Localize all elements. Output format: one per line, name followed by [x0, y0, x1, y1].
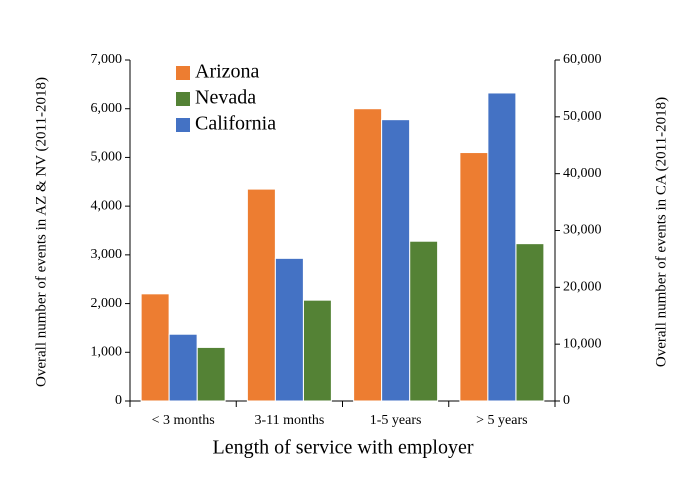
bar: [246, 188, 276, 402]
legend-swatch: [176, 92, 190, 106]
y-axis-title: Overall number of events in AZ & NV (201…: [33, 77, 49, 387]
x-tick-label: < 3 months: [152, 413, 215, 428]
x-axis-title: Length of service with employer: [212, 437, 473, 459]
y2-tick-label: 60,000: [563, 52, 602, 67]
bar: [168, 333, 198, 402]
legend-label: Arizona: [195, 61, 260, 83]
y2-tick-label: 30,000: [563, 223, 602, 238]
y-tick-label: 6,000: [91, 101, 123, 116]
legend-label: Nevada: [195, 87, 256, 109]
bar: [409, 240, 439, 402]
y-tick-label: 4,000: [91, 198, 123, 213]
y-tick-label: 0: [115, 393, 122, 408]
bar: [459, 152, 489, 402]
y-tick-label: 7,000: [91, 52, 123, 67]
y2-tick-label: 20,000: [563, 280, 602, 295]
bar: [274, 257, 304, 402]
x-tick-label: > 5 years: [476, 413, 527, 428]
y2-axis-title: Overall number of events in CA (2011-201…: [653, 97, 669, 367]
y-tick-label: 1,000: [91, 345, 123, 360]
y2-tick-label: 0: [563, 393, 570, 408]
legend-swatch: [176, 66, 190, 80]
bar: [196, 346, 226, 402]
bar: [353, 108, 383, 402]
y2-tick-label: 40,000: [563, 166, 602, 181]
y2-tick-label: 50,000: [563, 109, 602, 124]
bar: [487, 92, 517, 402]
y-tick-label: 5,000: [91, 150, 123, 165]
y-tick-label: 2,000: [91, 296, 123, 311]
bar: [381, 119, 411, 402]
bar: [515, 243, 545, 402]
x-tick-label: 3-11 months: [254, 413, 324, 428]
y-tick-label: 3,000: [91, 247, 123, 262]
bar: [140, 293, 170, 402]
x-tick-label: 1-5 years: [370, 413, 422, 428]
y2-tick-label: 10,000: [563, 336, 602, 351]
bar: [302, 299, 332, 402]
legend-label: California: [195, 113, 276, 135]
legend-swatch: [176, 118, 190, 132]
